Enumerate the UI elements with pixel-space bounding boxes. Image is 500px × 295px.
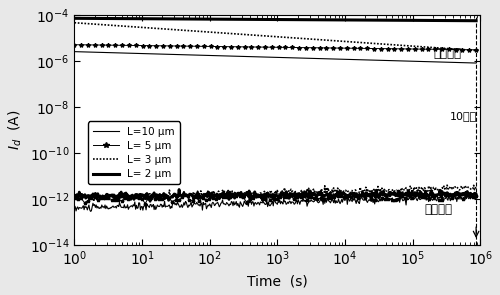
Y-axis label: $I_d$  (A): $I_d$ (A) [7,110,24,150]
Text: オン状態: オン状態 [433,47,461,60]
Text: オフ状態: オフ状態 [424,203,452,216]
Legend: L=10 μm, L= 5 μm, L= 3 μm, L= 2 μm: L=10 μm, L= 5 μm, L= 3 μm, L= 2 μm [88,122,180,184]
X-axis label: Time  (s): Time (s) [247,274,308,288]
Text: 10日間: 10日間 [450,111,477,121]
